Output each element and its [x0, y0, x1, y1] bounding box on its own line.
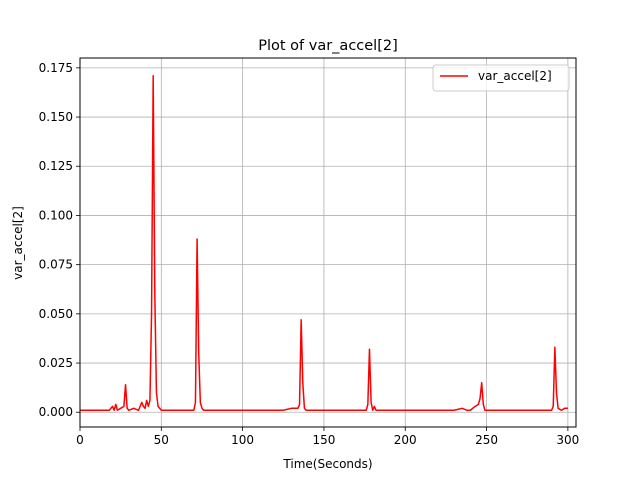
y-tick-label: 0.175 — [39, 61, 73, 75]
series-line — [80, 74, 568, 412]
x-tick-label: 250 — [475, 433, 498, 447]
y-tick-label: 0.050 — [39, 307, 73, 321]
y-tick-label: 0.150 — [39, 110, 73, 124]
x-axis-ticks: 0 50 100 150 200 250 300 — [76, 427, 579, 447]
x-tick-label: 300 — [556, 433, 579, 447]
x-tick-label: 0 — [76, 433, 84, 447]
x-tick-label: 50 — [154, 433, 169, 447]
y-axis-ticks: 0.000 0.025 0.050 0.075 0.100 0.125 0.150 0.175 — [39, 61, 80, 419]
plot-frame — [79, 57, 577, 428]
legend: var_accel[2] — [432, 64, 570, 92]
y-axis-label: var_accel[2] — [11, 206, 25, 280]
x-tick-label: 200 — [394, 433, 417, 447]
chart-title: Plot of var_accel[2] — [258, 38, 398, 54]
y-tick-label: 0.000 — [39, 405, 73, 419]
x-tick-label: 150 — [312, 433, 335, 447]
legend-box — [432, 64, 570, 92]
x-tick-label: 100 — [231, 433, 254, 447]
series-layer — [80, 74, 568, 412]
y-tick-label: 0.100 — [39, 208, 73, 222]
y-tick-label: 0.025 — [39, 356, 73, 370]
y-tick-label: 0.125 — [39, 159, 73, 173]
grid — [79, 58, 576, 427]
y-tick-label: 0.075 — [39, 258, 73, 272]
x-axis-label: Time(Seconds) — [282, 457, 372, 471]
legend-label: var_accel[2] — [478, 69, 552, 83]
